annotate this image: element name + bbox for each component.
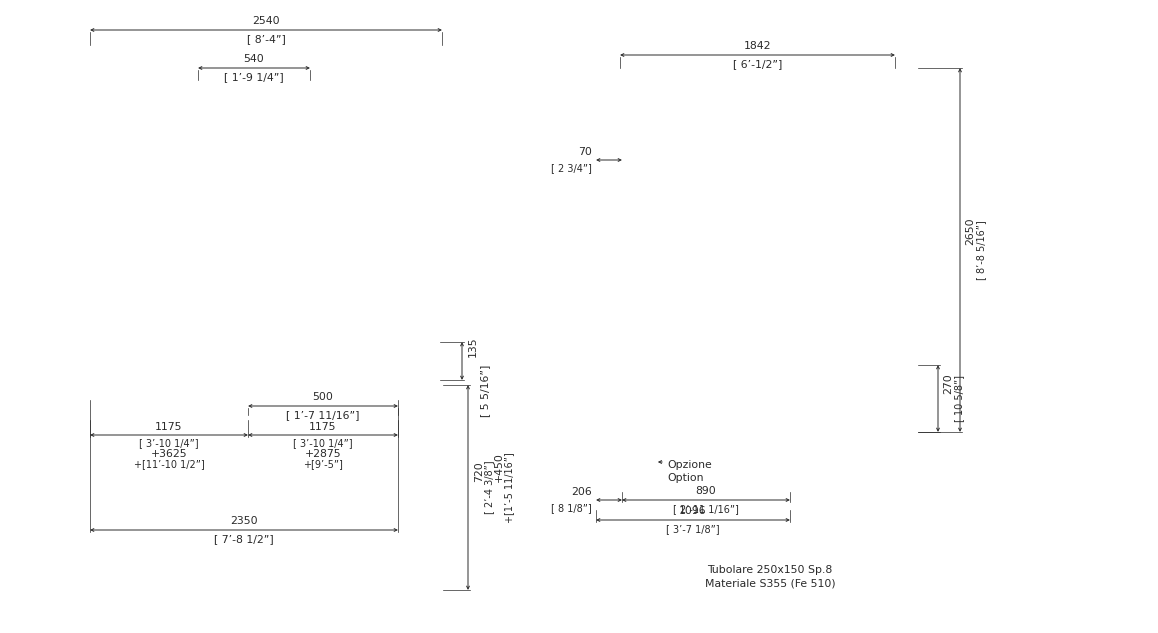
Text: [ 10 5/8”]: [ 10 5/8”] (954, 375, 963, 422)
Text: 270: 270 (943, 373, 953, 394)
Text: 2540: 2540 (252, 16, 280, 26)
Text: 1096: 1096 (680, 506, 706, 516)
Text: 540: 540 (243, 54, 264, 64)
Text: 1842: 1842 (743, 41, 771, 51)
Text: Tubolare 250x150 Sp.8: Tubolare 250x150 Sp.8 (708, 565, 833, 575)
Text: Option: Option (667, 473, 704, 483)
Text: 2350: 2350 (230, 516, 258, 526)
Text: [ 7’-8 1/2”]: [ 7’-8 1/2”] (214, 534, 274, 544)
Text: [ 2’-4 3/8”]: [ 2’-4 3/8”] (484, 461, 494, 514)
Text: 206: 206 (571, 487, 592, 497)
Text: [ 2 3/4”]: [ 2 3/4”] (551, 163, 592, 173)
Text: [ 3’-7 1/8”]: [ 3’-7 1/8”] (666, 524, 720, 534)
Text: Materiale S355 (Fe 510): Materiale S355 (Fe 510) (705, 578, 835, 588)
Text: [ 2’-11 1/16”]: [ 2’-11 1/16”] (673, 504, 739, 514)
Text: 70: 70 (578, 147, 592, 157)
Text: +450: +450 (494, 453, 504, 482)
Text: [ 8’-8 5/16”]: [ 8’-8 5/16”] (976, 220, 985, 280)
Text: [ 6’-1/2”]: [ 6’-1/2”] (733, 59, 782, 69)
Text: +2875: +2875 (305, 449, 342, 459)
Text: [ 1’-7 11/16”]: [ 1’-7 11/16”] (286, 410, 360, 420)
Text: [ 5 5/16”]: [ 5 5/16”] (481, 365, 490, 417)
Text: 135: 135 (468, 336, 478, 357)
Text: [ 8’-4”]: [ 8’-4”] (247, 34, 285, 44)
Text: 890: 890 (696, 486, 717, 496)
Text: +[11’-10 1/2”]: +[11’-10 1/2”] (133, 459, 204, 469)
Text: +[9’-5”]: +[9’-5”] (303, 459, 343, 469)
Text: [ 8 1/8”]: [ 8 1/8”] (551, 503, 592, 513)
Text: +[1’-5 11/16”]: +[1’-5 11/16”] (504, 452, 514, 523)
Text: [ 3’-10 1/4”]: [ 3’-10 1/4”] (293, 438, 353, 448)
Text: +3625: +3625 (151, 449, 188, 459)
Text: 720: 720 (474, 461, 484, 482)
Text: 1175: 1175 (155, 422, 183, 432)
Text: [ 1’-9 1/4”]: [ 1’-9 1/4”] (225, 72, 284, 82)
Text: 2650: 2650 (965, 217, 975, 245)
Text: 1175: 1175 (309, 422, 337, 432)
Text: 500: 500 (313, 392, 334, 402)
Text: Opzione: Opzione (667, 460, 712, 470)
Text: [ 3’-10 1/4”]: [ 3’-10 1/4”] (139, 438, 199, 448)
